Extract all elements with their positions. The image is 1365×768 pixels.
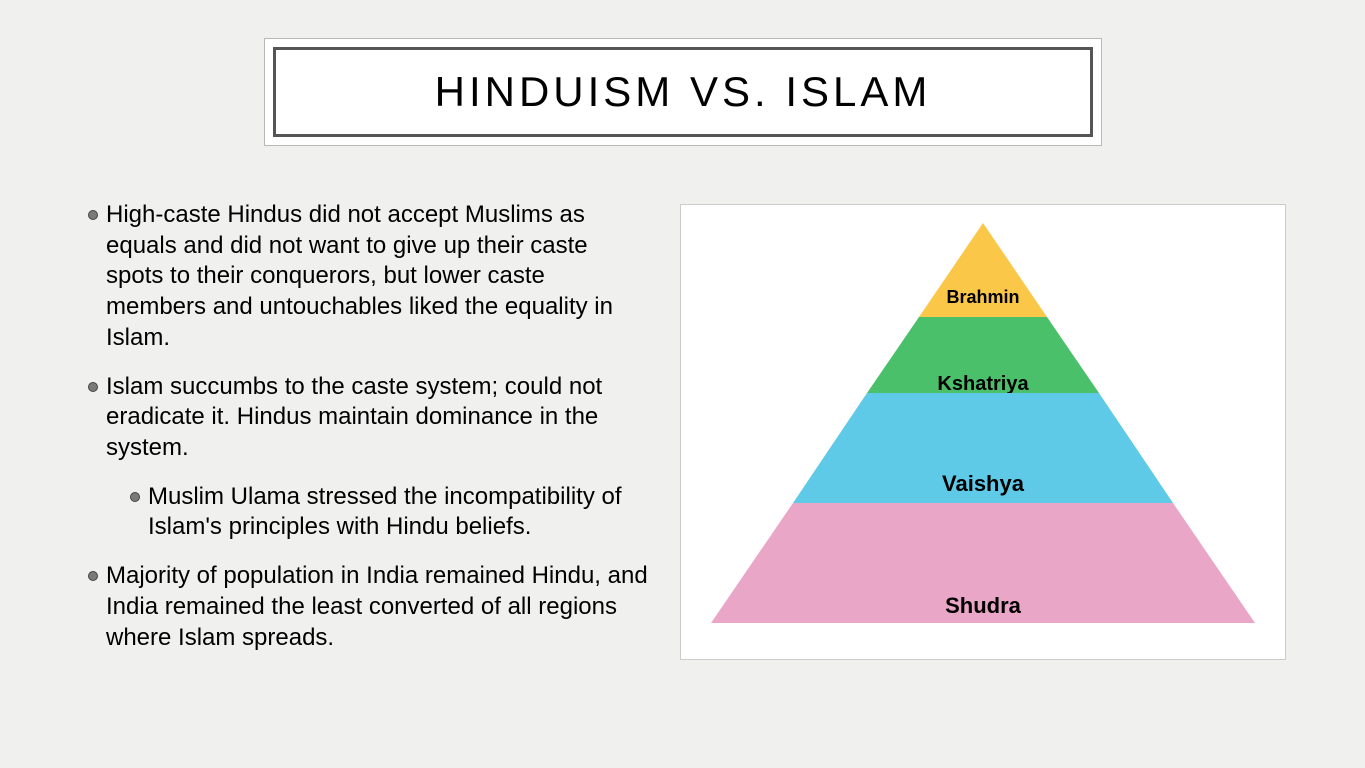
list-item: Islam succumbs to the caste system; coul… bbox=[88, 372, 648, 464]
bullet-icon bbox=[88, 382, 98, 392]
list-item-sub: Muslim Ulama stressed the incompatibilit… bbox=[130, 482, 648, 543]
bullet-text: Muslim Ulama stressed the incompatibilit… bbox=[148, 482, 648, 543]
pyramid-level-label: Shudra bbox=[883, 593, 1083, 619]
pyramid-level-label: Vaishya bbox=[883, 471, 1083, 497]
bullet-list: High-caste Hindus did not accept Muslims… bbox=[88, 200, 648, 671]
pyramid-level-label: Brahmin bbox=[883, 287, 1083, 308]
bullet-icon bbox=[88, 571, 98, 581]
list-item: Majority of population in India remained… bbox=[88, 561, 648, 653]
pyramid-level-label: Kshatriya bbox=[883, 373, 1083, 396]
bullet-icon bbox=[130, 492, 140, 502]
list-item: High-caste Hindus did not accept Muslims… bbox=[88, 200, 648, 354]
title-container: HINDUISM VS. ISLAM bbox=[264, 38, 1102, 146]
caste-pyramid-diagram: Brahmin Kshatriya Vaishya Shudra bbox=[680, 204, 1286, 660]
title-inner-border: HINDUISM VS. ISLAM bbox=[273, 47, 1093, 137]
slide-title: HINDUISM VS. ISLAM bbox=[435, 68, 932, 116]
pyramid-shape: Brahmin Kshatriya Vaishya Shudra bbox=[711, 223, 1255, 623]
bullet-text: High-caste Hindus did not accept Muslims… bbox=[106, 200, 648, 354]
bullet-icon bbox=[88, 210, 98, 220]
bullet-text: Islam succumbs to the caste system; coul… bbox=[106, 372, 648, 464]
bullet-text: Majority of population in India remained… bbox=[106, 561, 648, 653]
